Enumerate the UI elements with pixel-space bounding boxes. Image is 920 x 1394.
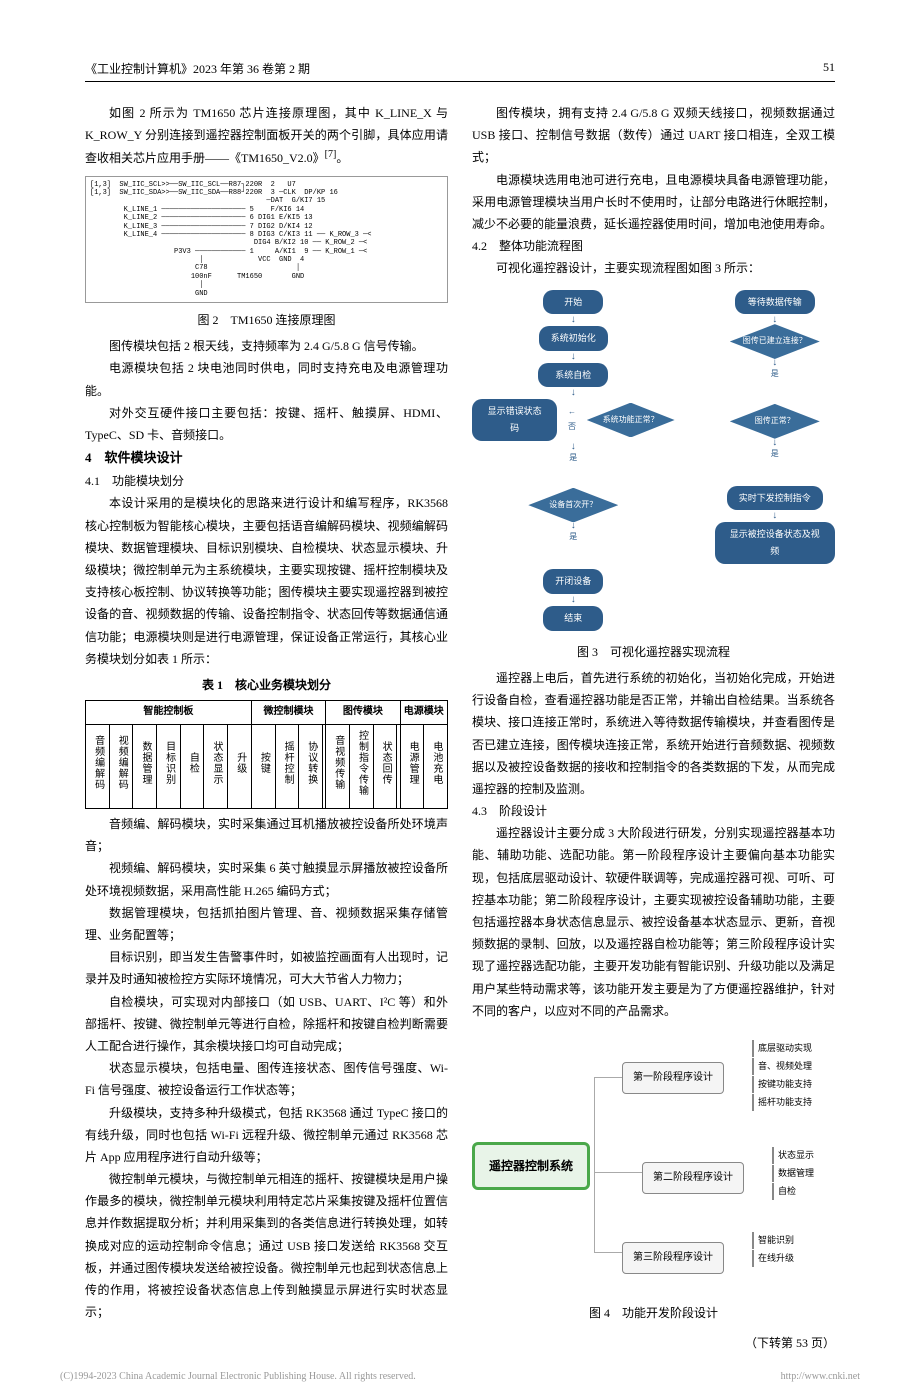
figure-3-flowchart: 开始↓系统初始化↓系统自检↓显示错误状态码← 否系统功能正常？↓是设备首次开？↓… xyxy=(472,288,835,633)
section-4-3-title: 4.3 阶段设计 xyxy=(472,800,835,822)
para: 可视化遥控器设计，主要实现流程图如图 3 所示： xyxy=(472,257,835,279)
para: 状态显示模块，包括电量、图传连接状态、图传信号强度、Wi-Fi 信号强度、被控设… xyxy=(85,1057,448,1101)
right-column: 图传模块，拥有支持 2.4 G/5.8 G 双频天线接口，视频数据通过 USB … xyxy=(472,102,835,1354)
figure-4-phase-diagram: 遥控器控制系统第一阶段程序设计第二阶段程序设计第三阶段程序设计底层驱动实现音、视… xyxy=(472,1032,835,1292)
para: 本设计采用的是模块化的思路来进行设计和编写程序，RK3568 核心控制板为智能核… xyxy=(85,492,448,670)
journal-title: 《工业控制计算机》2023 年第 36 卷第 2 期 xyxy=(85,60,310,77)
section-4-1-title: 4.1 功能模块划分 xyxy=(85,470,448,492)
figure-3-caption: 图 3 可视化遥控器实现流程 xyxy=(472,641,835,663)
para: 自检模块，可实现对内部接口（如 USB、UART、I²C 等）和外部摇杆、按键、… xyxy=(85,991,448,1058)
table-1: 智能控制板微控制模块图传模块电源模块音频编解码视频编解码数据管理目标识别自检状态… xyxy=(85,700,448,809)
para: 如图 2 所示为 TM1650 芯片连接原理图，其中 K_LINE_X 与 K_… xyxy=(85,102,448,170)
para: 目标识别，即当发生告警事件时，如被监控画面有人出现时，记录并及时通知被检控方实际… xyxy=(85,946,448,990)
para: 音频编、解码模块，实时采集通过耳机播放被控设备所处环境声音； xyxy=(85,813,448,857)
para: 视频编、解码模块，实时采集 6 英寸触摸显示屏播放被控设备所处环境视频数据，采用… xyxy=(85,857,448,901)
table-1-caption: 表 1 核心业务模块划分 xyxy=(85,674,448,696)
para: 遥控器上电后，首先进行系统的初始化，当初始化完成，开始进行设备自检，查看遥控器功… xyxy=(472,667,835,800)
page-number: 51 xyxy=(823,60,835,77)
para: 图传模块，拥有支持 2.4 G/5.8 G 双频天线接口，视频数据通过 USB … xyxy=(472,102,835,169)
para: 升级模块，支持多种升级模式，包括 RK3568 通过 TypeC 接口的有线升级… xyxy=(85,1102,448,1169)
citation: [7] xyxy=(325,149,337,160)
source-url: http://www.cnki.net xyxy=(781,1371,860,1382)
para: 对外交互硬件接口主要包括：按键、摇杆、触摸屏、HDMI、TypeC、SD 卡、音… xyxy=(85,402,448,446)
para: 图传模块包括 2 根天线，支持频率为 2.4 G/5.8 G 信号传输。 xyxy=(85,335,448,357)
figure-2-caption: 图 2 TM1650 连接原理图 xyxy=(85,309,448,331)
para: 电源模块选用电池可进行充电，且电源模块具备电源管理功能，采用电源管理模块当用户长… xyxy=(472,169,835,236)
para: 微控制单元模块，与微控制单元相连的摇杆、按键模块是用户操作最多的模块，微控制单元… xyxy=(85,1168,448,1323)
page-header: 《工业控制计算机》2023 年第 36 卷第 2 期 51 xyxy=(85,60,835,82)
section-4-2-title: 4.2 整体功能流程图 xyxy=(472,235,835,257)
continued-note: （下转第 53 页） xyxy=(472,1332,835,1354)
page-footer: (C)1994-2023 China Academic Journal Elec… xyxy=(0,1371,920,1382)
figure-2-circuit: [1,3] SW_IIC_SCL>>──SW_IIC_SCL──R87┐220R… xyxy=(85,176,448,303)
copyright: (C)1994-2023 China Academic Journal Elec… xyxy=(60,1371,416,1382)
para: 电源模块包括 2 块电池同时供电，同时支持充电及电源管理功能。 xyxy=(85,357,448,401)
figure-4-caption: 图 4 功能开发阶段设计 xyxy=(472,1302,835,1324)
para: 数据管理模块，包括抓拍图片管理、音、视频数据采集存储管理、业务配置等； xyxy=(85,902,448,946)
para: 遥控器设计主要分成 3 大阶段进行研发，分别实现遥控器基本功能、辅助功能、选配功… xyxy=(472,822,835,1022)
left-column: 如图 2 所示为 TM1650 芯片连接原理图，其中 K_LINE_X 与 K_… xyxy=(85,102,448,1354)
section-4-title: 4 软件模块设计 xyxy=(85,446,448,470)
